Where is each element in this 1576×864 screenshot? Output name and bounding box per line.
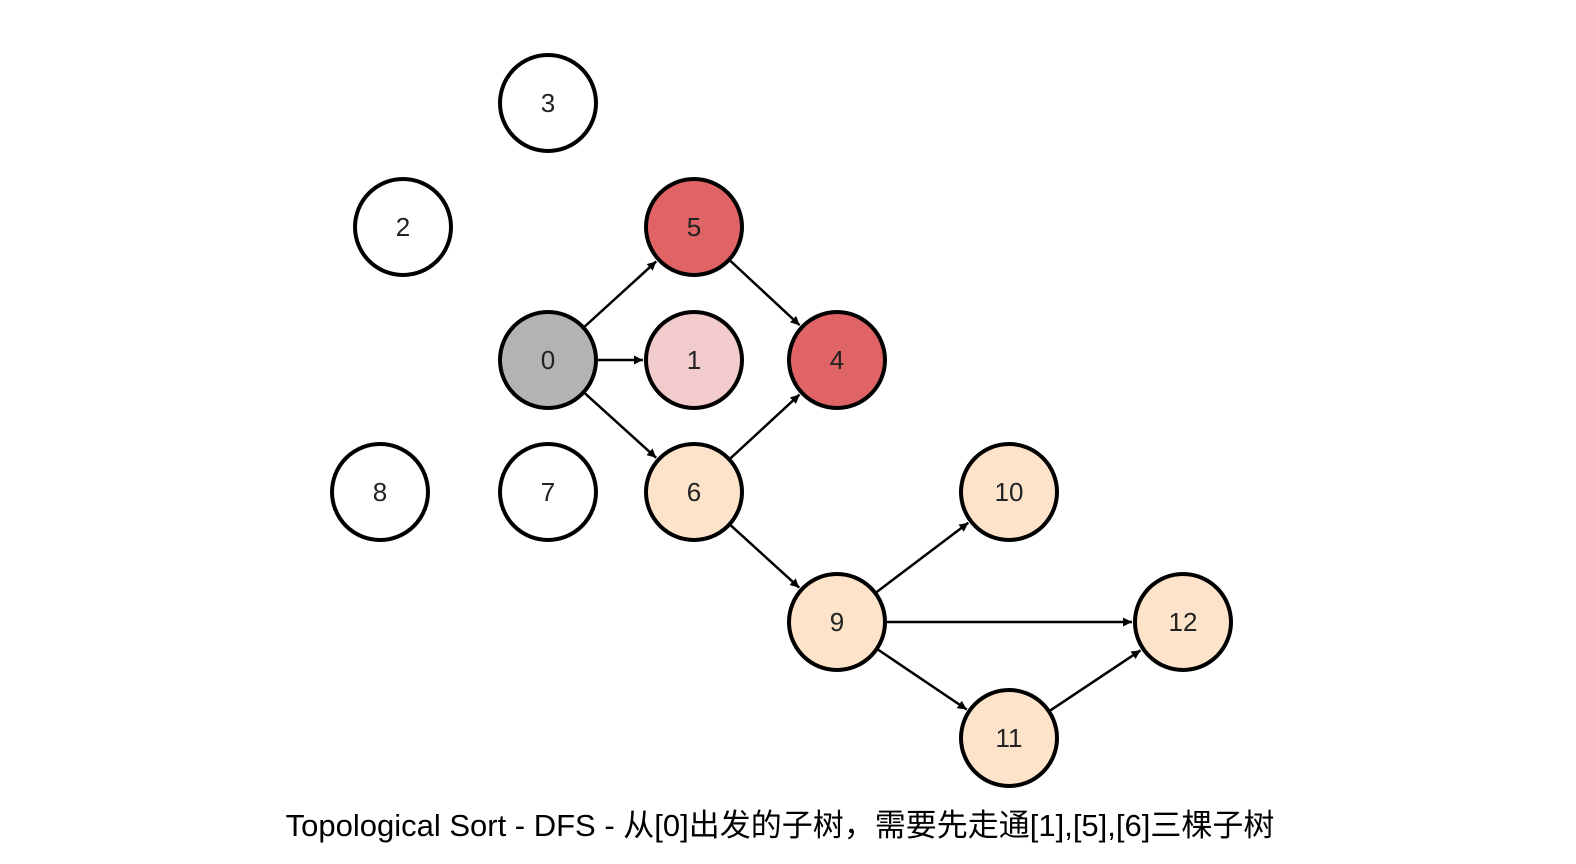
edge-n9-n10 (875, 521, 970, 594)
node-1: 1 (644, 310, 744, 410)
node-circle (644, 177, 744, 277)
edge-n0-n6 (583, 391, 658, 459)
node-circle (498, 310, 598, 410)
node-11: 11 (959, 688, 1059, 788)
node-label: 10 (995, 477, 1024, 507)
node-label: 11 (996, 723, 1023, 753)
node-label: 7 (541, 477, 555, 507)
node-circle (787, 310, 887, 410)
node-circle (330, 442, 430, 542)
edges-layer (583, 259, 1142, 712)
node-circle (1133, 572, 1233, 672)
node-label: 6 (687, 477, 701, 507)
node-5: 5 (644, 177, 744, 277)
node-circle (498, 53, 598, 153)
edge-n6-n9 (729, 524, 801, 589)
edge-n9-n11 (876, 648, 968, 711)
node-8: 8 (330, 442, 430, 542)
edge-n0-n5 (583, 260, 658, 328)
node-label: 0 (541, 345, 555, 375)
edge-n5-n4 (729, 259, 801, 327)
node-4: 4 (787, 310, 887, 410)
diagram-caption: Topological Sort - DFS - 从[0]出发的子树，需要先走通… (285, 808, 1275, 843)
node-label: 4 (830, 345, 844, 375)
node-label: 1 (687, 345, 701, 375)
node-label: 3 (541, 88, 555, 118)
node-label: 12 (1169, 607, 1198, 637)
node-circle (644, 442, 744, 542)
node-7: 7 (498, 442, 598, 542)
node-label: 9 (830, 607, 844, 637)
node-12: 12 (1133, 572, 1233, 672)
node-2: 2 (353, 177, 453, 277)
node-circle (959, 688, 1059, 788)
node-9: 9 (787, 572, 887, 672)
node-3: 3 (498, 53, 598, 153)
node-label: 8 (373, 477, 387, 507)
node-circle (644, 310, 744, 410)
node-circle (353, 177, 453, 277)
node-10: 10 (959, 442, 1059, 542)
node-6: 6 (644, 442, 744, 542)
edge-n11-n12 (1049, 649, 1142, 712)
node-label: 5 (687, 212, 701, 242)
edge-n6-n4 (729, 393, 801, 460)
node-label: 2 (396, 212, 410, 242)
node-circle (498, 442, 598, 542)
node-0: 0 (498, 310, 598, 410)
node-circle (959, 442, 1059, 542)
node-circle (787, 572, 887, 672)
